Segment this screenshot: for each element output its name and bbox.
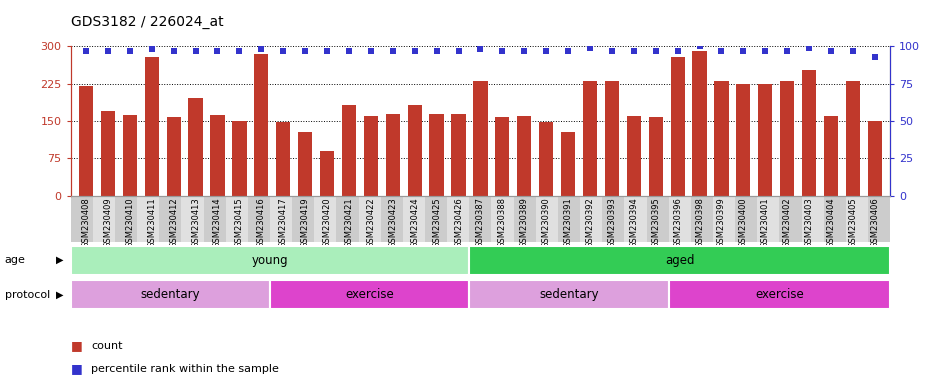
Bar [254, 53, 268, 196]
Point [582, 45, 597, 51]
Bar [583, 81, 597, 196]
Point [253, 46, 268, 52]
Bar [430, 114, 444, 196]
Point [364, 48, 379, 54]
Text: exercise: exercise [755, 288, 804, 301]
Point [605, 48, 620, 54]
Point [757, 48, 772, 54]
Bar [868, 121, 882, 196]
Text: sedentary: sedentary [140, 288, 200, 301]
Point [407, 48, 422, 54]
Bar [780, 81, 794, 196]
Bar [298, 132, 312, 196]
Text: sedentary: sedentary [539, 288, 599, 301]
Point [714, 48, 729, 54]
Point [429, 48, 444, 54]
Text: aged: aged [665, 254, 694, 266]
Bar [539, 122, 553, 196]
Bar [276, 122, 290, 196]
Bar [342, 105, 356, 196]
Bar [145, 57, 159, 196]
Point [868, 53, 883, 60]
Point [101, 48, 116, 54]
Point [276, 48, 291, 54]
Bar [451, 114, 465, 196]
Text: ■: ■ [71, 339, 82, 352]
Bar [320, 151, 334, 196]
Bar [385, 114, 400, 196]
Bar [802, 70, 816, 196]
Text: GDS3182 / 226024_at: GDS3182 / 226024_at [71, 15, 223, 29]
Bar [671, 57, 685, 196]
Point [670, 48, 685, 54]
Bar [79, 86, 93, 196]
Bar [714, 81, 728, 196]
Point [385, 48, 400, 54]
Point [341, 48, 356, 54]
Bar [626, 116, 641, 196]
Text: age: age [5, 255, 25, 265]
Point [517, 48, 532, 54]
Text: ▶: ▶ [56, 255, 63, 265]
Point [626, 48, 642, 54]
Point [648, 48, 663, 54]
Bar [758, 84, 772, 196]
Point [451, 48, 466, 54]
Bar [605, 81, 619, 196]
Bar [408, 105, 422, 196]
Bar [188, 98, 203, 196]
Point [144, 46, 159, 52]
Point [210, 48, 225, 54]
Bar [649, 117, 663, 196]
Point [122, 48, 138, 54]
Point [298, 48, 313, 54]
Bar [473, 81, 488, 196]
Bar [692, 51, 706, 196]
Bar [122, 115, 137, 196]
Bar [846, 81, 860, 196]
Point [166, 48, 181, 54]
Text: young: young [252, 254, 288, 266]
Point [823, 48, 838, 54]
Point [539, 48, 554, 54]
Text: exercise: exercise [346, 288, 394, 301]
Point [473, 46, 488, 52]
Bar [364, 116, 378, 196]
Bar [210, 115, 224, 196]
Bar [101, 111, 115, 196]
Point [495, 48, 510, 54]
Point [692, 43, 707, 49]
Point [845, 48, 860, 54]
Text: ▶: ▶ [56, 290, 63, 300]
Point [560, 48, 576, 54]
Text: count: count [91, 341, 122, 351]
Bar [824, 116, 838, 196]
Point [736, 48, 751, 54]
Bar [737, 84, 751, 196]
Bar [233, 121, 247, 196]
Bar [560, 132, 576, 196]
Point [780, 48, 795, 54]
Text: percentile rank within the sample: percentile rank within the sample [91, 364, 279, 374]
Point [802, 45, 817, 51]
Text: ■: ■ [71, 362, 82, 375]
Bar [517, 116, 531, 196]
Text: protocol: protocol [5, 290, 50, 300]
Bar [167, 117, 181, 196]
Point [188, 48, 203, 54]
Point [78, 48, 93, 54]
Bar [495, 117, 510, 196]
Point [232, 48, 247, 54]
Point [319, 48, 334, 54]
